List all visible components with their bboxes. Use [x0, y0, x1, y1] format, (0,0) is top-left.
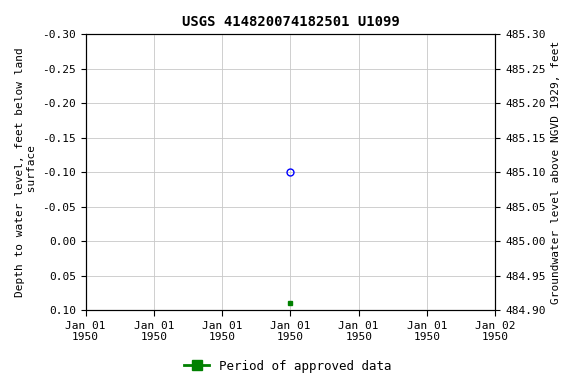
- Y-axis label: Groundwater level above NGVD 1929, feet: Groundwater level above NGVD 1929, feet: [551, 41, 561, 304]
- Legend: Period of approved data: Period of approved data: [179, 355, 397, 378]
- Title: USGS 414820074182501 U1099: USGS 414820074182501 U1099: [181, 15, 399, 29]
- Y-axis label: Depth to water level, feet below land
 surface: Depth to water level, feet below land su…: [15, 47, 37, 297]
